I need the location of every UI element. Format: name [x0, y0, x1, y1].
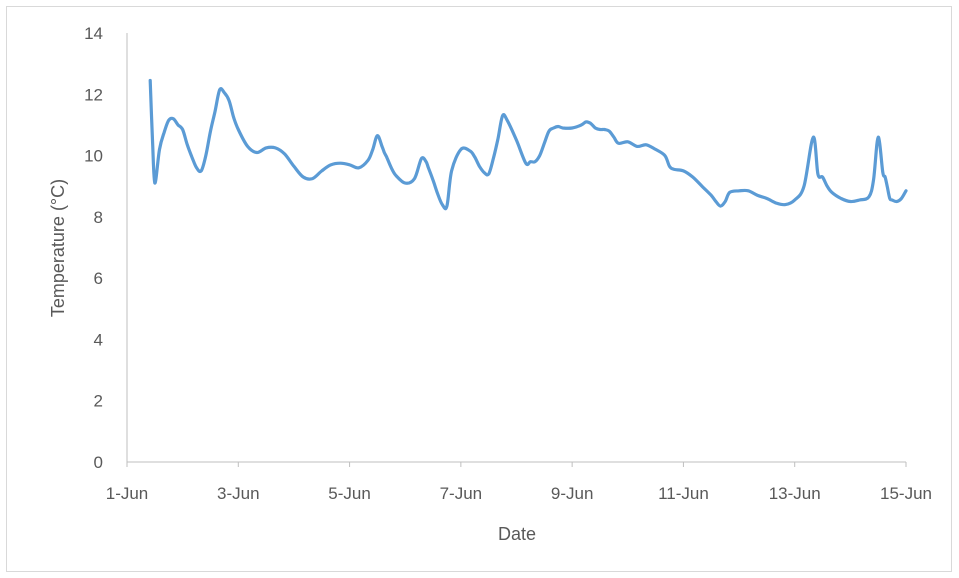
series-layer — [148, 78, 908, 211]
y-axis-title: Temperature (°C) — [48, 179, 68, 317]
y-tick-label: 4 — [94, 330, 103, 349]
x-tick-label: 5-Jun — [328, 484, 371, 503]
temperature-series-line — [148, 78, 908, 211]
y-tick-label: 10 — [84, 147, 103, 166]
x-tick-label: 9-Jun — [551, 484, 594, 503]
y-tick-labels: 0 2 4 6 8 10 12 14 — [84, 24, 103, 472]
y-tick-label: 2 — [94, 392, 103, 411]
y-tick-label: 12 — [84, 85, 103, 104]
x-tick-label: 3-Jun — [217, 484, 260, 503]
chart-frame — [6, 6, 952, 572]
x-tick-label: 7-Jun — [440, 484, 483, 503]
x-tick-label: 13-Jun — [769, 484, 821, 503]
y-tick-label: 8 — [94, 208, 103, 227]
y-tick-label: 0 — [94, 453, 103, 472]
y-tick-label: 14 — [84, 24, 103, 43]
x-tick-label: 15-Jun — [880, 484, 932, 503]
x-axis-title: Date — [498, 524, 536, 544]
y-tick-label: 6 — [94, 269, 103, 288]
axes — [126, 33, 906, 463]
x-tick-labels: 1-Jun 3-Jun 5-Jun 7-Jun 9-Jun 11-Jun 13-Jun 15-… — [106, 462, 932, 503]
x-tick-label: 1-Jun — [106, 484, 149, 503]
x-tick-label: 11-Jun — [658, 484, 709, 503]
